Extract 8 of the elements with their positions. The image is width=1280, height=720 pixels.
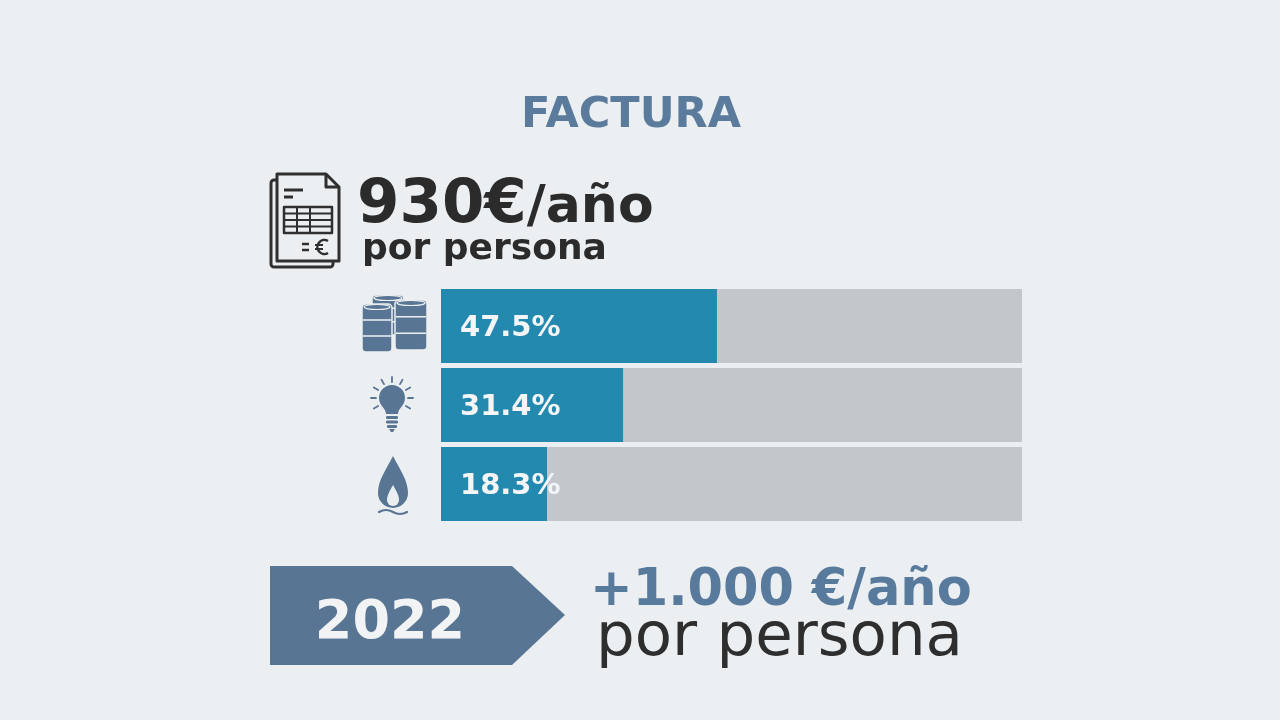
- bar: [623, 368, 1022, 442]
- chart-title: FACTURA: [521, 87, 742, 137]
- data-label: 31.4%: [460, 388, 561, 423]
- bar: [441, 368, 624, 442]
- bar: [716, 289, 1022, 363]
- data-label: 47.5%: [460, 309, 561, 344]
- bar: [441, 289, 717, 363]
- text: 2022: [314, 588, 466, 651]
